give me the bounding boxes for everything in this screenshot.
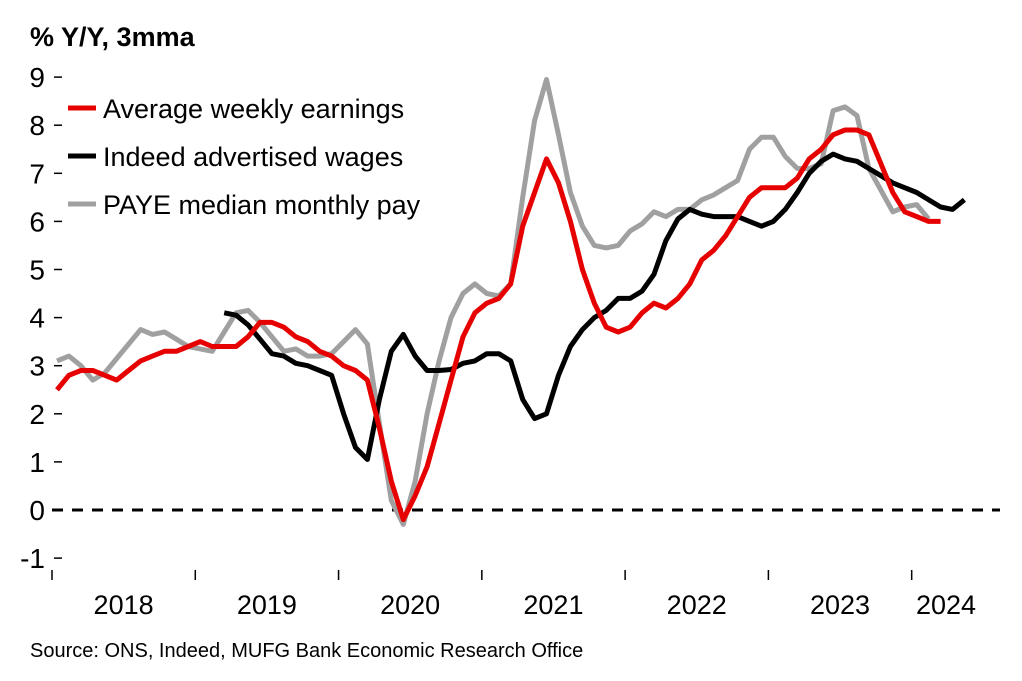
y-tick-label: 9 xyxy=(29,62,45,93)
x-tick-label: 2018 xyxy=(94,590,154,620)
series-line-indeed-advertised-wages xyxy=(223,151,966,462)
legend-label: Indeed advertised wages xyxy=(103,142,403,172)
x-tick-label: 2020 xyxy=(380,590,440,620)
y-tick-label: 0 xyxy=(29,495,45,526)
y-tick-label: 6 xyxy=(29,206,45,237)
x-tick-label: 2019 xyxy=(237,590,297,620)
series-group xyxy=(55,77,966,527)
legend: Average weekly earnings Indeed advertised… xyxy=(68,94,421,220)
legend-label: Average weekly earnings xyxy=(103,94,404,124)
chart-title: % Y/Y, 3mma xyxy=(30,22,196,52)
x-tick-label: 2023 xyxy=(810,590,870,620)
y-tick-label: 1 xyxy=(29,447,45,478)
legend-label: PAYE median monthly pay xyxy=(103,190,421,220)
y-tick-label: 7 xyxy=(29,158,45,189)
y-tick-label: 3 xyxy=(29,351,45,382)
x-tick-label: 2021 xyxy=(523,590,583,620)
y-tick-label: 2 xyxy=(29,399,45,430)
x-tick-label: 2022 xyxy=(667,590,727,620)
y-tick-label: 4 xyxy=(29,303,45,334)
x-axis: 2018 2019 2020 2021 2022 2023 2024 xyxy=(51,570,976,620)
source-note: Source: ONS, Indeed, MUFG Bank Economic … xyxy=(30,640,583,662)
series-line-paye-median-monthly-pay xyxy=(56,77,931,527)
y-tick-label: 8 xyxy=(29,110,45,141)
series-line-average-weekly-earnings xyxy=(55,127,941,523)
y-tick-label: 5 xyxy=(29,255,45,286)
y-tick-label: -1 xyxy=(20,543,45,574)
y-axis: -1 0 1 2 3 4 5 6 7 8 9 xyxy=(20,62,62,574)
x-tick-label: 2024 xyxy=(916,590,976,620)
